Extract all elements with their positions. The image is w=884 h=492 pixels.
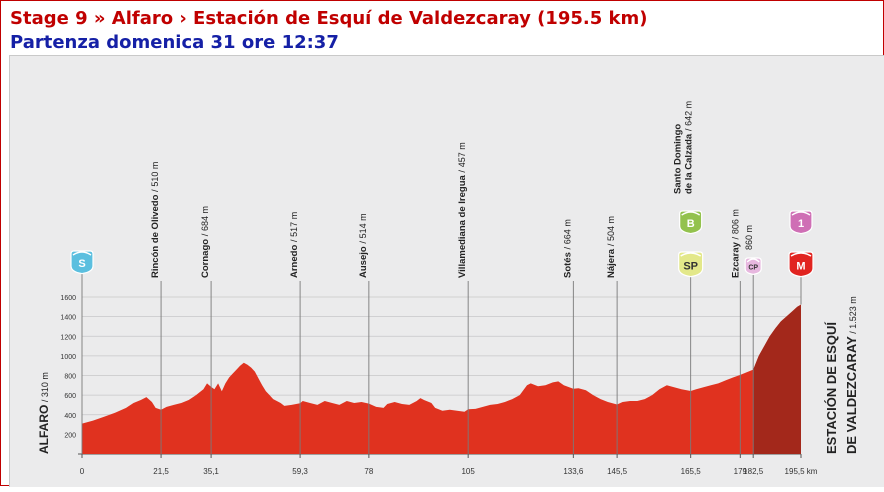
- place-separator: /: [289, 237, 300, 245]
- place-label: Sotés / 664 m: [562, 219, 573, 278]
- badge-m: M: [788, 251, 814, 278]
- start-altitude: 310 m: [40, 372, 50, 397]
- badge-label: CP: [748, 265, 758, 272]
- place-label: Cornago / 684 m: [200, 206, 211, 278]
- place-name: Cornago: [200, 239, 211, 278]
- badge-shape: [788, 251, 814, 278]
- place-separator: /: [606, 241, 617, 249]
- final-climb-area: [753, 304, 801, 454]
- place-label: Villamediana de Iregua / 457 m: [457, 142, 468, 278]
- chart-area: 200 400 600 800 1000 1200 1400 1600 0 21,5 35,1 59,…: [9, 55, 884, 487]
- badge-label: M: [796, 260, 805, 272]
- x-tick-label: 145,5: [607, 467, 628, 476]
- finish-separator: /: [848, 329, 858, 337]
- elevation-profile-chart: 200 400 600 800 1000 1200 1400 1600 0 21,5 35,1 59,…: [37, 101, 859, 476]
- profile-area: [82, 304, 801, 454]
- y-tick-label: 200: [64, 432, 76, 439]
- cp-altitude-label: 860 m: [744, 225, 754, 250]
- place-label-sdc-line1: Santo Domingo: [673, 124, 684, 194]
- x-tick-label: 179: [734, 467, 748, 476]
- place-name: Sotés: [562, 252, 573, 278]
- place-separator: /: [562, 244, 573, 252]
- badge-1: 1: [789, 210, 813, 235]
- y-tick-label: 1600: [60, 295, 76, 302]
- x-tick-label: 0: [80, 467, 85, 476]
- place-label: Rincón de Olivedo / 510 m: [150, 162, 161, 278]
- place-separator: /: [200, 231, 211, 239]
- x-tick-label: 105: [461, 467, 475, 476]
- badge-shape: [678, 251, 704, 278]
- start-separator: /: [40, 397, 50, 405]
- finish-name-2: DE VALDEZCARAY: [844, 336, 859, 454]
- place-label: Arnedo / 517 m: [289, 212, 300, 278]
- place-label: Nájera / 504 m: [606, 216, 617, 278]
- place-altitude: 517 m: [289, 212, 299, 237]
- finish-name-line1: ESTACIÓN DE ESQUÍ: [824, 322, 839, 454]
- place-altitude: 514 m: [358, 213, 368, 238]
- y-tick-label: 600: [64, 393, 76, 400]
- badge-cp: CP: [744, 257, 762, 276]
- page-title: Stage 9 » Alfaro › Estación de Esquí de …: [10, 8, 648, 29]
- place-separator: /: [730, 234, 741, 242]
- sdc-name-line2: de la Calzada: [684, 133, 695, 194]
- place-name: Arnedo: [289, 245, 300, 278]
- place-separator: /: [358, 238, 369, 246]
- y-tick-label: 1200: [60, 334, 76, 341]
- place-altitude: 664 m: [562, 219, 572, 244]
- place-name: Nájera: [606, 248, 617, 278]
- place-name: Ausejo: [358, 246, 369, 278]
- x-tick-label: 195,5 km: [785, 467, 818, 476]
- finish-name-line2: DE VALDEZCARAY / 1.523 m: [844, 296, 859, 454]
- x-tick-label: 133,6: [563, 467, 584, 476]
- place-name: Ezcaray: [730, 241, 741, 278]
- y-tick-label: 400: [64, 413, 76, 420]
- badge-ribbon: [72, 251, 92, 256]
- badge-ribbon: [791, 211, 811, 216]
- sdc-separator: /: [684, 126, 695, 134]
- place-altitude: 684 m: [200, 206, 210, 231]
- x-tick-label: 182,5: [743, 467, 764, 476]
- x-tick-label: 78: [364, 467, 373, 476]
- place-separator: /: [457, 167, 468, 175]
- place-altitude: 504 m: [606, 216, 616, 241]
- start-name: ALFARO: [37, 405, 51, 454]
- badge-shape: [70, 250, 94, 275]
- badge-shape: [789, 210, 813, 235]
- x-tick-label: 165,5: [681, 467, 702, 476]
- place-label: Ezcaray / 806 m: [730, 209, 741, 278]
- y-tick-label: 1000: [60, 354, 76, 361]
- place-label-sdc-line2: de la Calzada / 642 m: [684, 101, 695, 194]
- place-separator: /: [150, 187, 161, 195]
- badge-label: B: [687, 218, 695, 230]
- place-altitude: 457 m: [457, 142, 467, 167]
- badge-label: 1: [798, 218, 804, 230]
- place-altitude: 806 m: [730, 209, 740, 234]
- place-label: Ausejo / 514 m: [358, 213, 369, 278]
- badge-shape: [744, 257, 762, 276]
- badge-ribbon: [790, 252, 812, 257]
- finish-altitude: 1.523 m: [848, 296, 858, 329]
- place-name: Rincón de Olivedo: [150, 194, 161, 278]
- badge-ribbon: [680, 252, 702, 257]
- x-tick-label: 21,5: [153, 467, 169, 476]
- place-name: Villamediana de Iregua: [457, 174, 468, 278]
- x-tick-label: 59,3: [292, 467, 308, 476]
- badge-b: B: [679, 210, 703, 235]
- y-tick-label: 800: [64, 374, 76, 381]
- badge-label: S: [78, 258, 85, 270]
- badge-label: SP: [683, 260, 698, 272]
- place-altitude: 510 m: [150, 162, 160, 187]
- x-tick-label: 35,1: [203, 467, 219, 476]
- badge-s: S: [70, 250, 94, 275]
- badge-ribbon: [681, 211, 701, 216]
- start-time-subtitle: Partenza domenica 31 ore 12:37: [10, 32, 339, 53]
- badge-ribbon: [746, 258, 760, 263]
- badge-shape: [679, 210, 703, 235]
- sdc-altitude: 642 m: [684, 101, 694, 126]
- badge-sp: SP: [678, 251, 704, 278]
- start-label: ALFARO / 310 m: [37, 372, 51, 454]
- y-tick-label: 1400: [60, 315, 76, 322]
